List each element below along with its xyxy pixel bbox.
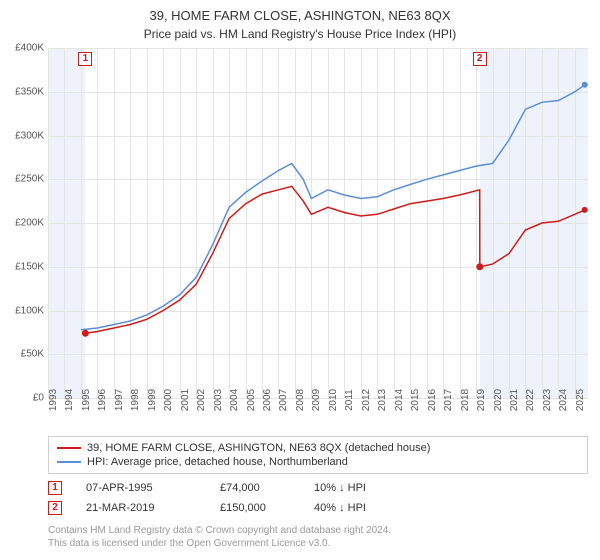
series-end-dot [582,207,588,213]
y-tick-label: £0 [33,393,44,404]
series-hpi [81,85,585,330]
x-tick-label: 2024 [558,389,569,411]
x-tick-label: 2000 [163,389,174,411]
chart-subtitle: Price paid vs. HM Land Registry's House … [0,23,600,45]
x-tick-label: 2021 [509,389,520,411]
x-tick-label: 1999 [147,389,158,411]
x-tick-label: 2011 [344,389,355,411]
x-tick-label: 2019 [476,389,487,411]
x-tick-label: 2016 [427,389,438,411]
x-tick-label: 2005 [246,389,257,411]
sale-pct: 10% ↓ HPI [314,482,374,494]
x-tick-label: 1998 [130,389,141,411]
sale-row: 1 07-APR-1995 £74,000 10% ↓ HPI [48,478,374,498]
x-tick-label: 2014 [394,389,405,411]
sale-row: 2 21-MAR-2019 £150,000 40% ↓ HPI [48,498,374,518]
x-tick-label: 2003 [213,389,224,411]
x-tick-label: 2001 [180,389,191,411]
y-tick-label: £350K [15,86,44,97]
x-tick-label: 2002 [196,389,207,411]
legend-swatch [57,461,81,463]
x-tick-label: 1993 [48,389,59,411]
sales-table: 1 07-APR-1995 £74,000 10% ↓ HPI 2 21-MAR-2019… [48,478,374,518]
x-tick-label: 2022 [525,389,536,411]
x-tick-label: 1995 [81,389,92,411]
footer-line2: This data is licensed under the Open Gov… [48,537,391,550]
x-tick-label: 1996 [97,389,108,411]
x-tick-label: 2017 [443,389,454,411]
sale-dot [82,330,89,337]
y-tick-label: £50K [21,349,44,360]
sale-row-marker: 1 [48,481,62,495]
legend: 39, HOME FARM CLOSE, ASHINGTON, NE63 8QX… [48,436,588,474]
sale-marker-1: 1 [78,52,92,66]
x-tick-label: 2010 [328,389,339,411]
x-tick-label: 2018 [460,389,471,411]
x-tick-label: 2012 [361,389,372,411]
sale-date: 21-MAR-2019 [86,502,196,514]
x-tick-label: 2004 [229,389,240,411]
y-tick-label: £100K [15,305,44,316]
sale-price: £74,000 [220,482,290,494]
y-tick-label: £400K [15,43,44,54]
sale-row-marker: 2 [48,501,62,515]
x-tick-label: 2009 [311,389,322,411]
x-tick-label: 2008 [295,389,306,411]
x-tick-label: 2015 [410,389,421,411]
y-tick-label: £300K [15,130,44,141]
legend-item: HPI: Average price, detached house, Nort… [57,455,579,469]
sale-date: 07-APR-1995 [86,482,196,494]
series-property [85,186,584,333]
x-tick-label: 2025 [575,389,586,411]
x-tick-label: 2023 [542,389,553,411]
x-tick-label: 2020 [493,389,504,411]
x-tick-label: 2013 [377,389,388,411]
chart-title: 39, HOME FARM CLOSE, ASHINGTON, NE63 8QX [0,0,600,23]
series-svg [48,48,588,398]
plot-area: 12 [48,48,588,398]
footer-line1: Contains HM Land Registry data © Crown c… [48,524,391,537]
chart-container: 39, HOME FARM CLOSE, ASHINGTON, NE63 8QX… [0,0,600,560]
y-tick-label: £250K [15,174,44,185]
legend-item: 39, HOME FARM CLOSE, ASHINGTON, NE63 8QX… [57,441,579,455]
x-tick-label: 1997 [114,389,125,411]
y-tick-label: £200K [15,218,44,229]
sale-pct: 40% ↓ HPI [314,502,374,514]
sale-price: £150,000 [220,502,290,514]
x-tick-label: 1994 [64,389,75,411]
legend-label: 39, HOME FARM CLOSE, ASHINGTON, NE63 8QX… [87,442,430,454]
x-tick-label: 2007 [278,389,289,411]
y-tick-label: £150K [15,261,44,272]
sale-dot [476,263,483,270]
footer: Contains HM Land Registry data © Crown c… [48,524,391,550]
legend-swatch [57,447,81,449]
sale-marker-2: 2 [473,52,487,66]
x-tick-label: 2006 [262,389,273,411]
series-end-dot [582,82,588,88]
legend-label: HPI: Average price, detached house, Nort… [87,456,348,468]
